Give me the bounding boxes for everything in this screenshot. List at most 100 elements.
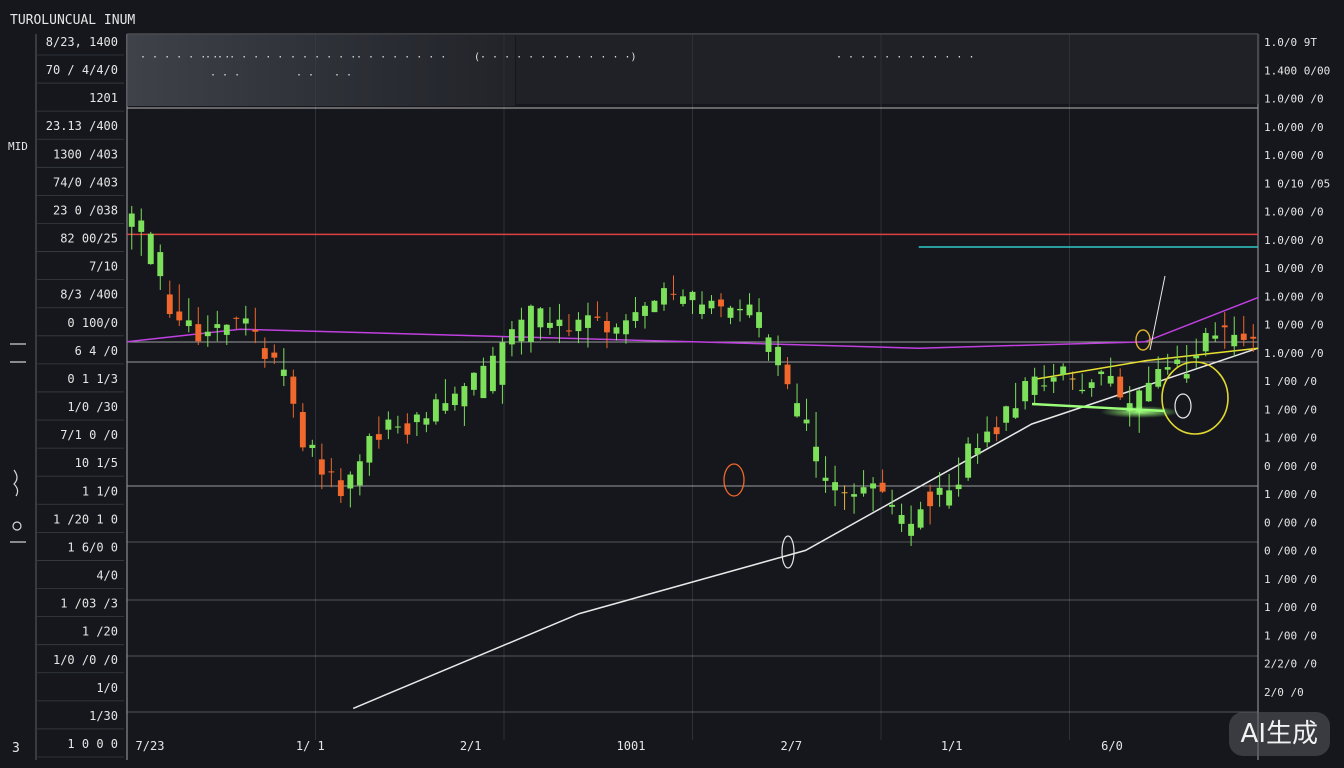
right-tick-label: 1 0/00 /0 xyxy=(1264,262,1324,275)
candle-body xyxy=(432,399,439,422)
candle-body xyxy=(442,403,449,411)
right-tick-label: 0 /00 /0 xyxy=(1264,545,1317,558)
candle-body xyxy=(185,320,192,327)
candle-body xyxy=(233,317,240,319)
chart-title: TUROLUNCUAL INUM xyxy=(10,13,135,28)
candle-body xyxy=(585,315,591,328)
x-tick-label: 1/1 xyxy=(941,739,963,753)
candle-body xyxy=(708,300,715,309)
annotation-marks xyxy=(723,275,1229,569)
candle-body xyxy=(347,474,354,489)
right-tick-label: 1.0/00 /0 xyxy=(1264,234,1324,247)
candle-body xyxy=(223,324,230,335)
x-tick-label: 7/23 xyxy=(136,739,165,753)
candle-body xyxy=(955,484,962,490)
candle-body xyxy=(537,308,544,328)
candle-body xyxy=(461,386,468,407)
candle-body xyxy=(404,423,411,435)
candle-body xyxy=(803,419,810,424)
tooltip-text-mid: (· · · · · · · · · · · · ·) xyxy=(474,52,637,63)
x-tick-label: 6/0 xyxy=(1101,739,1123,753)
left-tick-label: 1/0 /30 xyxy=(67,400,118,414)
candle-body xyxy=(1145,382,1152,402)
right-tick-label: 1 0/10 /05 xyxy=(1264,177,1330,190)
left-tick-label: 23.13 /400 xyxy=(46,119,118,133)
candle-body xyxy=(1250,336,1257,339)
candle-body xyxy=(527,305,534,342)
overlay-lines xyxy=(126,233,1259,710)
right-tick-label: 1 /00 /0 xyxy=(1264,629,1317,642)
candle-body xyxy=(1136,390,1143,412)
candle-body xyxy=(1022,381,1029,402)
candle-body xyxy=(166,294,173,315)
candle-body xyxy=(280,369,287,376)
candle-body xyxy=(556,319,563,327)
candle-body xyxy=(1003,406,1010,423)
candle-body xyxy=(176,311,183,321)
candle-body xyxy=(385,419,392,430)
left-tick-label: 8/3 /400 xyxy=(60,288,118,302)
right-axis: 1.0/0 9T 1.400 0/00 1.0/00 /0 1.0/00 /0 1.0/… xyxy=(1264,36,1330,699)
bottom-left-label: 3 xyxy=(12,741,20,756)
right-tick-label: 1.400 0/00 xyxy=(1264,64,1330,77)
left-tick-label: 0 100/0 xyxy=(67,316,118,330)
candle-body xyxy=(746,304,753,316)
left-tick-label: 1 /20 1 0 xyxy=(53,512,118,526)
candle-body xyxy=(927,491,934,507)
candle-body xyxy=(1079,389,1086,392)
candle-body xyxy=(756,312,762,328)
candle-body xyxy=(309,444,316,449)
candle-body xyxy=(413,414,420,423)
candle-body xyxy=(860,487,867,494)
candle-body xyxy=(784,364,791,385)
candle-body xyxy=(261,348,268,359)
right-tick-label: 1 /00 /0 xyxy=(1264,573,1317,586)
right-tick-label: 1 0/00 /0 xyxy=(1264,319,1324,332)
candle-body xyxy=(1031,376,1038,395)
tooltip-text-4: · · · · · · · · xyxy=(356,52,446,63)
right-tick-label: 2/0 /0 xyxy=(1264,686,1304,699)
candle-body xyxy=(889,504,896,507)
x-tick-label: 2/1 xyxy=(460,739,482,753)
candle-body xyxy=(508,329,515,345)
right-tick-label: 1.0/00 /0 xyxy=(1264,93,1324,106)
tooltip-text-right: · · · · · · · · · · · · xyxy=(836,52,974,63)
candle-body xyxy=(993,427,1000,435)
left-tick-label: 6 4 /0 xyxy=(75,344,118,358)
tooltip-text-5: · · · xyxy=(210,70,240,81)
left-tick-label: 8/23, 1400 xyxy=(46,35,118,49)
tooltip-panel xyxy=(127,34,515,106)
candle-body xyxy=(727,307,734,318)
candle-body xyxy=(651,300,658,313)
candle-body xyxy=(1041,385,1048,387)
candle-body xyxy=(1098,371,1105,375)
candle-body xyxy=(936,487,943,495)
left-side-label: MID xyxy=(8,140,28,153)
candle-body xyxy=(214,324,221,328)
candle-body xyxy=(1155,369,1162,387)
tooltip-panel-right xyxy=(516,34,1260,104)
candle-body xyxy=(546,322,553,328)
candle-body xyxy=(480,365,487,399)
candle-body xyxy=(1174,359,1181,364)
candle-body xyxy=(1193,355,1200,359)
x-tick-label: 2/7 xyxy=(780,739,802,753)
candle-body xyxy=(841,492,848,494)
right-tick-label: 1 /00 /0 xyxy=(1264,375,1317,388)
candle-body xyxy=(1060,366,1067,375)
candle-body xyxy=(661,288,667,305)
candle-body xyxy=(851,494,858,497)
candle-body xyxy=(775,346,781,366)
candle-body xyxy=(898,515,905,524)
left-tick-label: 7/1 0 /0 xyxy=(60,428,118,442)
tooltip-text-3: · · · · · · xyxy=(290,52,356,63)
left-tick-label: 23 0 /038 xyxy=(53,203,118,217)
tooltip-text-2: · · · · · · · xyxy=(205,52,283,63)
right-tick-label: 1.0/00 /0 xyxy=(1264,149,1324,162)
candle-body xyxy=(299,411,306,448)
left-tick-label: 1 /03 /3 xyxy=(60,597,118,611)
candle-body xyxy=(879,482,886,492)
left-tick-label: 1/30 xyxy=(89,709,118,723)
candle-body xyxy=(565,330,572,332)
candle-body xyxy=(423,418,430,425)
